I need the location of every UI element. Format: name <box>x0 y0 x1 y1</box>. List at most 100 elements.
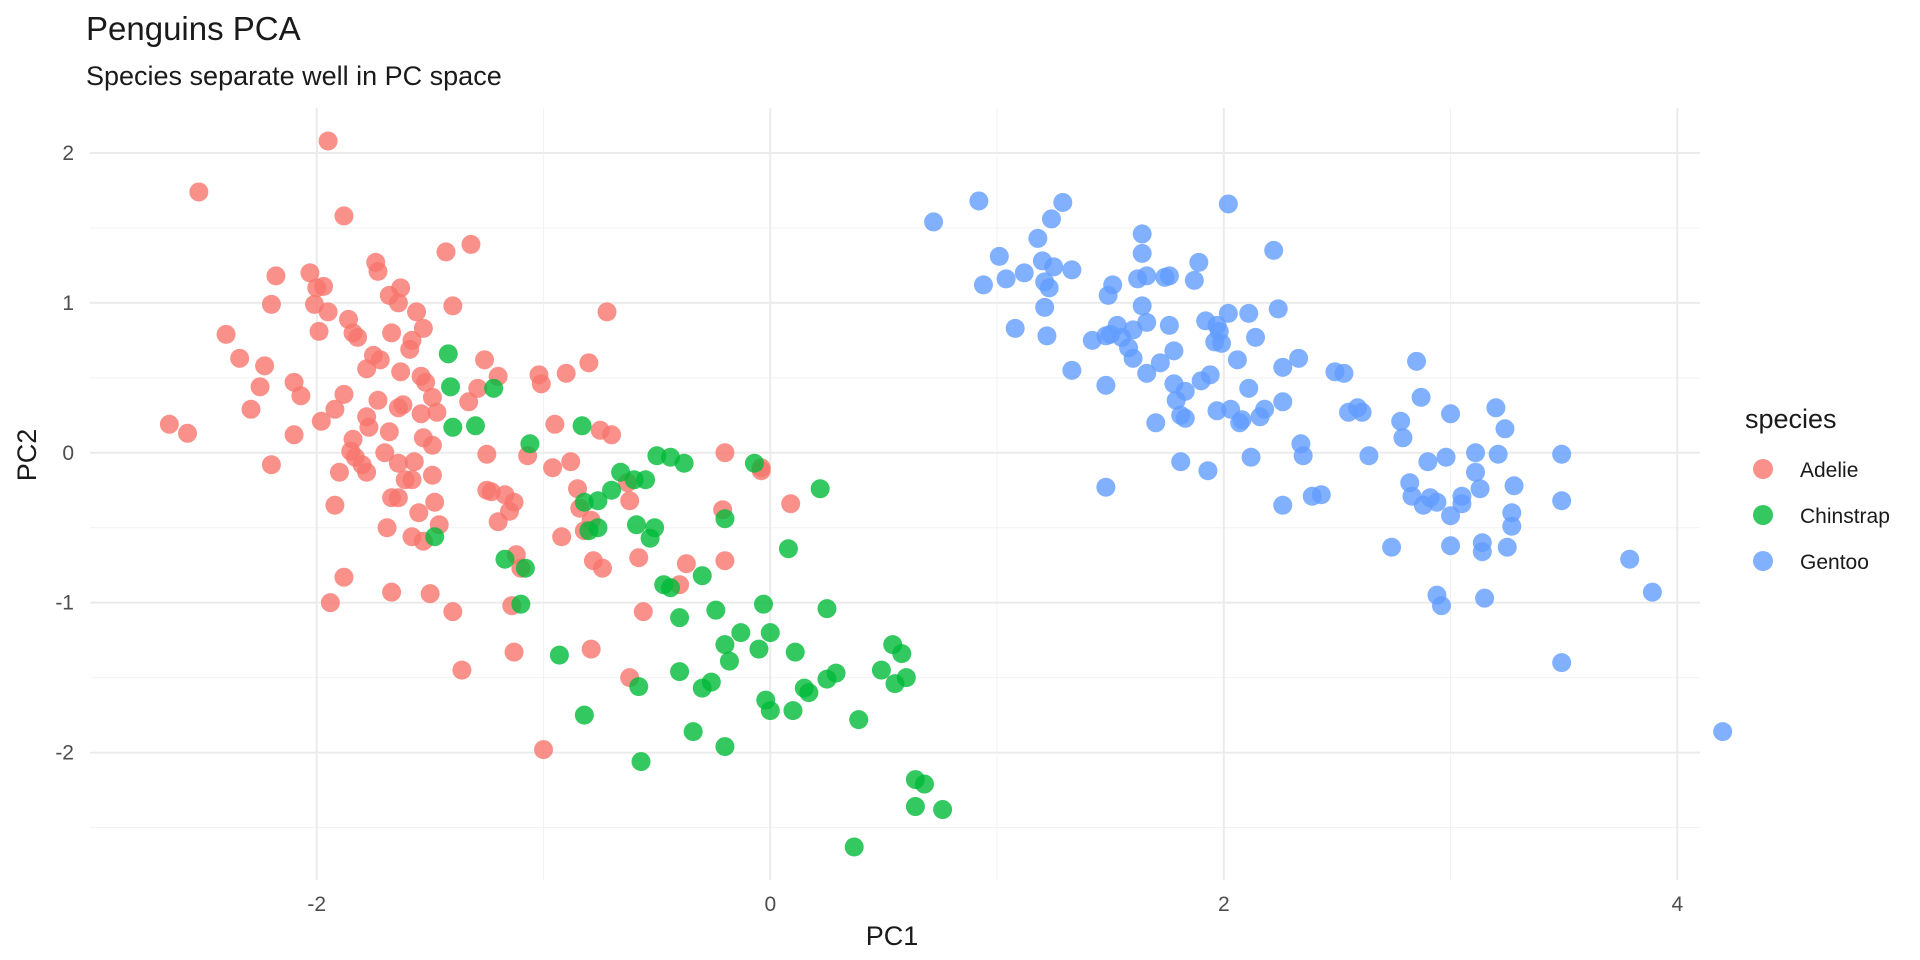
point-adelie <box>300 263 320 283</box>
point-adelie <box>633 602 653 622</box>
point-adelie <box>375 443 395 463</box>
point-gentoo <box>1132 296 1152 316</box>
y-tick-label: 0 <box>62 442 74 465</box>
point-adelie <box>781 494 801 514</box>
point-gentoo <box>1497 537 1517 557</box>
point-chinstrap <box>441 377 461 397</box>
point-chinstrap <box>744 453 764 473</box>
point-adelie <box>178 423 198 443</box>
point-adelie <box>413 318 433 338</box>
data-points <box>159 131 1733 857</box>
point-chinstrap <box>661 578 681 598</box>
point-gentoo <box>1441 506 1461 526</box>
point-gentoo <box>1441 404 1461 424</box>
point-gentoo <box>1239 303 1259 323</box>
point-adelie <box>422 465 442 485</box>
point-chinstrap <box>715 635 735 655</box>
point-gentoo <box>1241 447 1261 467</box>
point-adelie <box>504 492 524 512</box>
point-adelie <box>368 390 388 410</box>
point-adelie <box>159 414 179 434</box>
y-tick-label: -1 <box>55 592 74 615</box>
point-adelie <box>715 551 735 571</box>
point-gentoo <box>1411 387 1431 407</box>
point-gentoo <box>1488 444 1508 464</box>
point-gentoo <box>1239 378 1259 398</box>
point-adelie <box>261 294 281 314</box>
point-adelie <box>368 261 388 281</box>
point-chinstrap <box>826 663 846 683</box>
point-gentoo <box>1642 582 1662 602</box>
point-chinstrap <box>670 662 690 682</box>
point-adelie <box>629 548 649 568</box>
point-adelie <box>325 495 345 515</box>
point-chinstrap <box>715 509 735 529</box>
point-gentoo <box>1232 410 1252 430</box>
point-chinstrap <box>636 470 656 490</box>
point-adelie <box>425 492 445 512</box>
point-adelie <box>255 356 275 376</box>
point-adelie <box>357 462 377 482</box>
point-gentoo <box>1037 326 1057 346</box>
point-adelie <box>545 414 565 434</box>
point-chinstrap <box>602 480 622 500</box>
point-adelie <box>534 740 554 760</box>
point-gentoo <box>1475 588 1495 608</box>
point-gentoo <box>1039 278 1059 298</box>
point-gentoo <box>1486 398 1506 418</box>
point-chinstrap <box>749 639 769 659</box>
point-chinstrap <box>905 797 925 817</box>
point-adelie <box>581 639 601 659</box>
point-chinstrap <box>515 558 535 578</box>
point-chinstrap <box>438 344 458 364</box>
point-adelie <box>504 642 524 662</box>
point-adelie <box>250 377 270 397</box>
point-gentoo <box>989 246 1009 266</box>
point-adelie <box>459 392 479 412</box>
point-gentoo <box>1137 312 1157 332</box>
point-chinstrap <box>706 600 726 620</box>
point-gentoo <box>1502 503 1522 523</box>
point-gentoo <box>1495 419 1515 439</box>
point-gentoo <box>1171 452 1191 472</box>
point-adelie <box>592 558 612 578</box>
legend-key-adelie <box>1753 459 1773 479</box>
point-gentoo <box>1164 341 1184 361</box>
point-gentoo <box>1393 428 1413 448</box>
y-tick-labels: -2 -1 0 1 2 <box>55 142 74 765</box>
point-adelie <box>543 458 563 478</box>
point-chinstrap <box>849 710 869 730</box>
point-adelie <box>318 131 338 151</box>
point-adelie <box>416 372 436 392</box>
point-gentoo <box>1470 479 1490 499</box>
point-gentoo <box>1218 303 1238 323</box>
point-chinstrap <box>465 416 485 436</box>
point-gentoo <box>973 275 993 295</box>
point-gentoo <box>1620 549 1640 569</box>
point-adelie <box>411 404 431 424</box>
chart-subtitle: Species separate well in PC space <box>86 61 502 91</box>
point-adelie <box>334 567 354 587</box>
y-tick-label: 2 <box>62 142 74 165</box>
point-gentoo <box>1035 297 1055 317</box>
point-chinstrap <box>629 677 649 697</box>
point-gentoo <box>1466 462 1486 482</box>
legend-label-chinstrap: Chinstrap <box>1800 505 1890 528</box>
point-adelie <box>556 363 576 383</box>
point-gentoo <box>1273 392 1293 412</box>
point-chinstrap <box>731 623 751 643</box>
point-gentoo <box>1200 365 1220 385</box>
x-tick-labels: -2 0 2 4 <box>307 893 1683 916</box>
point-adelie <box>391 362 411 382</box>
point-adelie <box>477 444 497 464</box>
point-chinstrap <box>631 752 651 772</box>
point-chinstrap <box>844 837 864 857</box>
legend-title: species <box>1745 404 1837 434</box>
point-adelie <box>443 296 463 316</box>
point-gentoo <box>1334 363 1354 383</box>
point-gentoo <box>1137 266 1157 286</box>
point-adelie <box>309 321 329 341</box>
point-gentoo <box>1159 315 1179 335</box>
y-axis-title: PC2 <box>12 429 42 482</box>
point-chinstrap <box>511 594 531 614</box>
